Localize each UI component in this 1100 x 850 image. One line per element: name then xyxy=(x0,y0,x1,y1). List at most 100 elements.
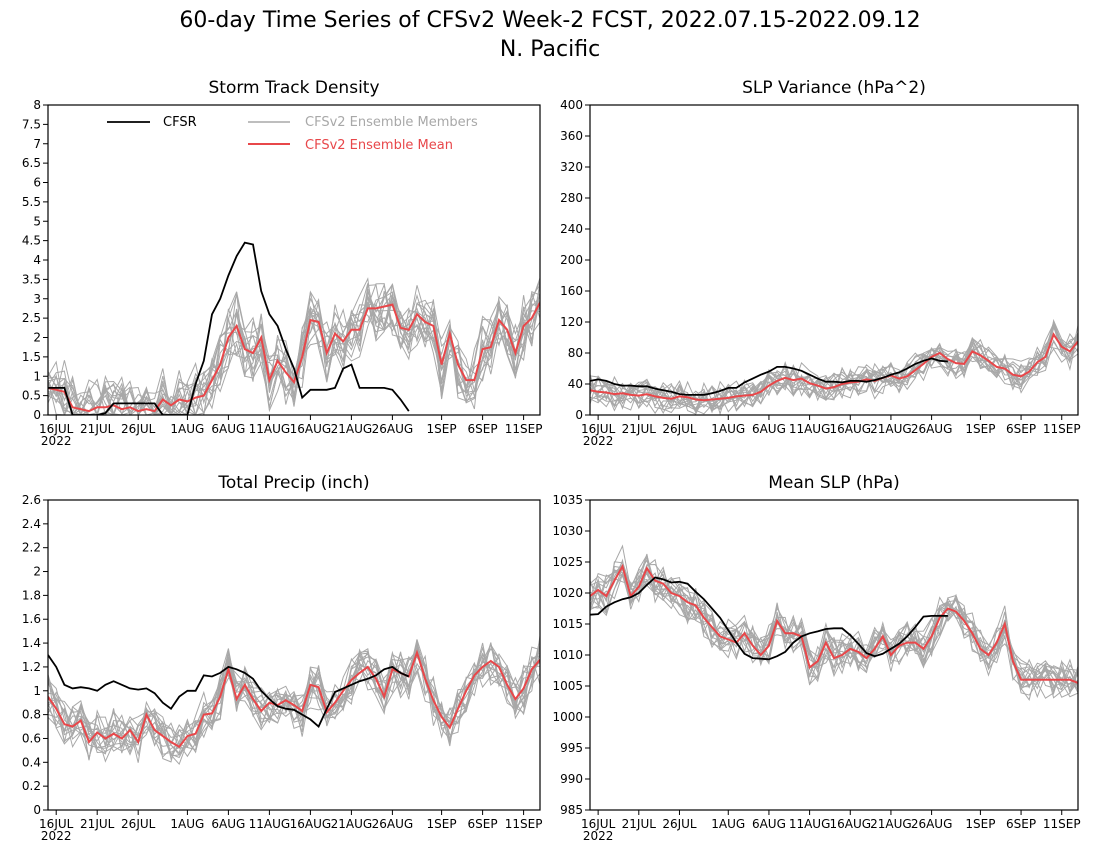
x-tick-label: 16JUL xyxy=(39,422,74,436)
y-tick-label: 2.2 xyxy=(22,541,41,555)
y-tick-label: 3 xyxy=(33,292,41,306)
x-tick-label: 6SEP xyxy=(1006,817,1036,831)
y-tick-label: 1025 xyxy=(552,555,583,569)
x-tick-label: 6SEP xyxy=(1006,422,1036,436)
plot-area xyxy=(590,318,1078,415)
chart-panel-1: Storm Track Density 0 0.5 1 1.5 2 2.5 3 3.5 4 4.5 5… xyxy=(22,78,543,448)
y-tick-label: 400 xyxy=(560,98,583,112)
y-tick-label: 0.6 xyxy=(22,731,41,745)
y-tick-label: 1020 xyxy=(552,586,583,600)
y-tick-label: 6.5 xyxy=(22,156,41,170)
x-tick-label: 21AUG xyxy=(870,817,912,831)
x-tick-label: 21JUL xyxy=(622,422,657,436)
y-tick-label: 2.4 xyxy=(22,517,41,531)
panel-title: Mean SLP (hPa) xyxy=(768,473,900,493)
ensemble-member-line xyxy=(48,638,540,756)
y-tick-label: 1005 xyxy=(552,679,583,693)
x-tick-label: 6AUG xyxy=(211,422,245,436)
ensemble-member-line xyxy=(48,293,540,415)
x-tick-label: 26JUL xyxy=(121,422,156,436)
ensemble-member-line xyxy=(590,332,1078,409)
panel-title: Storm Track Density xyxy=(208,78,379,98)
ensemble-member-line xyxy=(590,558,1078,701)
x-tick-label: 1SEP xyxy=(427,422,457,436)
x-tick-label: 26AUG xyxy=(911,817,953,831)
y-tick-label: 1015 xyxy=(552,617,583,631)
x-tick-label: 26AUG xyxy=(372,422,414,436)
x-tick-label: 11SEP xyxy=(505,817,543,831)
y-tick-label: 6 xyxy=(33,176,41,190)
plot-area xyxy=(48,241,540,415)
y-tick-label: 280 xyxy=(560,191,583,205)
y-tick-label: 0 xyxy=(33,803,41,817)
x-year-label: 2022 xyxy=(583,434,614,448)
y-tick-label: 1.6 xyxy=(22,612,41,626)
x-tick-label: 16AUG xyxy=(290,422,332,436)
y-tick-label: 1.8 xyxy=(22,588,41,602)
x-tick-label: 26JUL xyxy=(662,817,697,831)
x-tick-label: 26JUL xyxy=(121,817,156,831)
legend-label-cfsr: CFSR xyxy=(163,115,197,130)
x-tick-label: 1AUG xyxy=(170,817,204,831)
panel-frame xyxy=(47,499,541,811)
x-tick-label: 1AUG xyxy=(711,817,745,831)
chart-panels: Storm Track Density 0 0.5 1 1.5 2 2.5 3 3.5 4 4.5 5… xyxy=(22,78,1081,843)
y-tick-label: 5.5 xyxy=(22,195,41,209)
legend-label-members: CFSv2 Ensemble Members xyxy=(305,115,478,130)
y-tick-label: 0.4 xyxy=(22,755,41,769)
y-tick-label: 320 xyxy=(560,160,583,174)
plot-area xyxy=(590,544,1078,701)
y-tick-label: 1010 xyxy=(552,648,583,662)
ensemble-member-line xyxy=(48,638,540,760)
x-tick-label: 26JUL xyxy=(662,422,697,436)
cfsr-line xyxy=(48,241,410,415)
x-year-label: 2022 xyxy=(583,829,614,843)
x-tick-label: 11AUG xyxy=(789,422,831,436)
y-tick-label: 1.5 xyxy=(22,350,41,364)
y-tick-label: 40 xyxy=(568,377,583,391)
chart-panel-2: SLP Variance (hPa^2) 0 40 80 120 160 200 240 280… xyxy=(560,78,1080,448)
x-tick-label: 26AUG xyxy=(372,817,414,831)
y-tick-label: 2 xyxy=(33,565,41,579)
ensemble-member-line xyxy=(48,283,540,415)
x-tick-label: 16JUL xyxy=(581,817,616,831)
ensemble-member-line xyxy=(48,284,540,415)
x-tick-label: 21JUL xyxy=(80,422,115,436)
x-tick-label: 16AUG xyxy=(829,817,871,831)
ensemble-member-line xyxy=(590,339,1078,415)
x-tick-label: 11AUG xyxy=(249,422,291,436)
x-tick-label: 11AUG xyxy=(249,817,291,831)
x-tick-label: 6SEP xyxy=(468,422,498,436)
x-year-label: 2022 xyxy=(41,829,72,843)
cfsr-line xyxy=(590,357,948,396)
x-tick-label: 6AUG xyxy=(211,817,245,831)
y-tick-label: 995 xyxy=(560,741,583,755)
y-tick-label: 8 xyxy=(33,98,41,112)
y-tick-label: 1030 xyxy=(552,524,583,538)
x-tick-label: 11AUG xyxy=(789,817,831,831)
chart-panel-4: Mean SLP (hPa) 985 990 995 1000 1005 1010 1015 1… xyxy=(552,473,1080,843)
ensemble-member-line xyxy=(590,558,1078,689)
ensemble-member-line xyxy=(590,560,1078,686)
y-tick-label: 2.5 xyxy=(22,311,41,325)
y-tick-label: 1 xyxy=(33,369,41,383)
x-tick-label: 1AUG xyxy=(170,422,204,436)
cfsr-line xyxy=(590,576,948,661)
ensemble-mean-line xyxy=(590,563,1078,684)
x-tick-label: 16JUL xyxy=(39,817,74,831)
x-tick-label: 11SEP xyxy=(1043,422,1081,436)
panel-frame xyxy=(589,104,1079,416)
x-tick-label: 21JUL xyxy=(622,817,657,831)
x-tick-label: 6SEP xyxy=(468,817,498,831)
y-tick-label: 7.5 xyxy=(22,117,41,131)
y-tick-label: 0 xyxy=(33,408,41,422)
x-tick-label: 6AUG xyxy=(752,817,786,831)
ensemble-member-line xyxy=(590,318,1078,414)
ensemble-member-line xyxy=(590,559,1078,699)
cfsr-line xyxy=(48,654,410,728)
ensemble-mean-line xyxy=(48,649,540,749)
y-tick-label: 985 xyxy=(560,803,583,817)
ensemble-mean-line xyxy=(48,302,540,413)
y-tick-label: 120 xyxy=(560,315,583,329)
